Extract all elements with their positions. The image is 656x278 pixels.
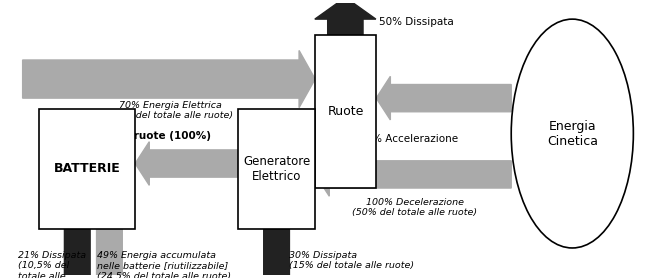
Text: Ruote: Ruote [327, 105, 364, 118]
Text: 49% Energia accumulata
nelle batterie [riutilizzabile]
(24,5% del totale alle ru: 49% Energia accumulata nelle batterie [r… [96, 251, 231, 278]
Text: 50% Accelerazione: 50% Accelerazione [359, 133, 458, 143]
FancyArrow shape [315, 153, 511, 196]
Text: 50% Dissipata: 50% Dissipata [379, 17, 454, 27]
Text: Energia alle ruote (100%): Energia alle ruote (100%) [60, 131, 211, 141]
FancyArrow shape [85, 229, 134, 278]
FancyArrow shape [53, 229, 102, 278]
Text: Energia
Cinetica: Energia Cinetica [547, 120, 598, 148]
FancyBboxPatch shape [39, 109, 135, 229]
FancyArrow shape [253, 229, 300, 278]
Text: 30% Dissipata
(15% del totale alle ruote): 30% Dissipata (15% del totale alle ruote… [289, 251, 415, 270]
Text: 100% Decelerazione
(50% del totale alle ruote): 100% Decelerazione (50% del totale alle … [352, 198, 478, 217]
Ellipse shape [511, 19, 633, 248]
Text: BATTERIE: BATTERIE [54, 162, 120, 175]
Text: 70% Energia Elettrica
(35% del totale alle ruote): 70% Energia Elettrica (35% del totale al… [108, 101, 233, 120]
Text: 21% Dissipata
(10,5% del
totale alle
ruote): 21% Dissipata (10,5% del totale alle ruo… [18, 251, 86, 278]
FancyBboxPatch shape [315, 36, 376, 188]
Text: Generatore
Elettrico: Generatore Elettrico [243, 155, 310, 183]
FancyArrow shape [23, 51, 315, 108]
FancyArrow shape [376, 76, 511, 120]
FancyBboxPatch shape [238, 109, 315, 229]
FancyArrow shape [315, 0, 376, 36]
FancyArrow shape [135, 142, 238, 185]
